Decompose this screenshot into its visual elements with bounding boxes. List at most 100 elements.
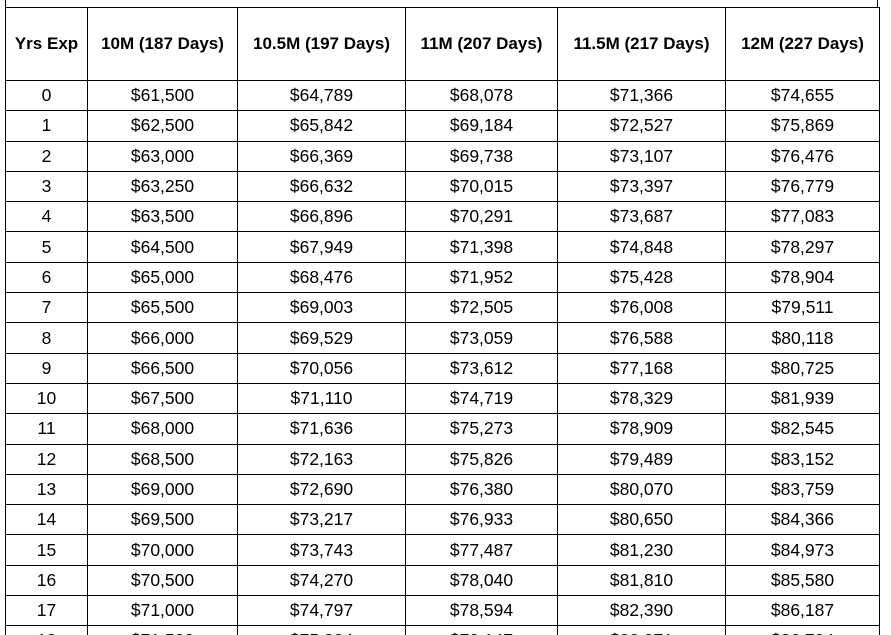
table-cell: $76,933 xyxy=(405,504,558,536)
table-cell: $70,500 xyxy=(87,564,238,597)
column-header: 12M (227 Days) xyxy=(725,7,880,81)
table-cell: $63,500 xyxy=(87,201,238,233)
table-row: 12 $68,500 $72,163 $75,826 $79,489 $83,152 xyxy=(5,443,880,475)
table-cell: 17 xyxy=(5,595,88,627)
table-cell: $73,397 xyxy=(557,170,726,203)
table-cell: $76,779 xyxy=(725,170,880,203)
table-cell: $67,500 xyxy=(87,382,238,415)
table-cell: $75,324 xyxy=(237,625,406,635)
table-cell: $73,217 xyxy=(237,504,406,536)
table-cell: $80,118 xyxy=(725,322,880,354)
table-cell: $76,380 xyxy=(405,473,558,506)
table-cell: $82,390 xyxy=(557,595,726,627)
table-cell: $86,794 xyxy=(725,625,880,635)
table-cell: $72,163 xyxy=(237,443,406,475)
table-cell: $76,008 xyxy=(557,292,726,324)
table-cell: $86,187 xyxy=(725,595,880,627)
table-cell: 5 xyxy=(5,231,88,263)
table-row: 7 $65,500 $69,003 $72,505 $76,008 $79,511 xyxy=(5,292,880,324)
table-cell: $71,110 xyxy=(237,382,406,415)
table-cell: $77,487 xyxy=(405,534,558,566)
table-cell: $79,147 xyxy=(405,625,558,635)
table-cell: $66,000 xyxy=(87,322,238,354)
table-cell: $63,250 xyxy=(87,170,238,203)
table-cell: $68,078 xyxy=(405,79,558,112)
table-cell: $67,949 xyxy=(237,231,406,263)
table-row: 3 $63,250 $66,632 $70,015 $73,397 $76,779 xyxy=(5,170,880,203)
table-row: 18$71,500$75,324$79,147$82,971$86,794 xyxy=(5,625,880,635)
table-cell: 13 xyxy=(5,473,88,506)
table-cell: $82,971 xyxy=(557,625,726,635)
table-cell: 3 xyxy=(5,170,88,203)
table-cell: $73,059 xyxy=(405,322,558,354)
table-cell: $65,000 xyxy=(87,261,238,294)
table-cell: $65,842 xyxy=(237,110,406,142)
table-cell: 11 xyxy=(5,413,88,445)
table-cell: $78,297 xyxy=(725,231,880,263)
salary-table: Yrs Exp 10M (187 Days) 10.5M (197 Days) 11M… xyxy=(5,7,880,635)
table-cell: 4 xyxy=(5,201,88,233)
table-cell: $76,588 xyxy=(557,322,726,354)
table-row: 10 $67,500 $71,110 $74,719 $78,329 $81,939 xyxy=(5,382,880,415)
table-cell: $75,273 xyxy=(405,413,558,445)
table-cell: $72,527 xyxy=(557,110,726,142)
table-cell: $78,909 xyxy=(557,413,726,445)
table-cell: $66,896 xyxy=(237,201,406,233)
table-cell: $61,500 xyxy=(87,79,238,112)
table-cell: $70,291 xyxy=(405,201,558,233)
table-cell: $74,655 xyxy=(725,79,880,112)
table-cell: $78,040 xyxy=(405,564,558,597)
table-cell: $69,000 xyxy=(87,473,238,506)
table-cell: $81,939 xyxy=(725,382,880,415)
table-cell: $76,476 xyxy=(725,140,880,172)
table-cell: $74,848 xyxy=(557,231,726,263)
table-cell: $81,810 xyxy=(557,564,726,597)
table-cell: $69,529 xyxy=(237,322,406,354)
table-cell: $78,594 xyxy=(405,595,558,627)
table-cell: $80,070 xyxy=(557,473,726,506)
table-cell: 0 xyxy=(5,79,88,112)
table-cell: $72,505 xyxy=(405,292,558,324)
table-cell: $84,366 xyxy=(725,504,880,536)
table-cell: $78,329 xyxy=(557,382,726,415)
table-cell: $75,428 xyxy=(557,261,726,294)
table-cell: 14 xyxy=(5,504,88,536)
table-row: 11 $68,000 $71,636 $75,273 $78,909 $82,545 xyxy=(5,413,880,445)
table-cell: $74,797 xyxy=(237,595,406,627)
table-cell: $66,369 xyxy=(237,140,406,172)
table-cell: 15 xyxy=(5,534,88,566)
table-cell: $72,690 xyxy=(237,473,406,506)
table-cell: 12 xyxy=(5,443,88,475)
table-cell: $84,973 xyxy=(725,534,880,566)
column-header: 11M (207 Days) xyxy=(405,7,558,81)
table-cell: $62,500 xyxy=(87,110,238,142)
table-cell: $69,738 xyxy=(405,140,558,172)
table-cell: $73,687 xyxy=(557,201,726,233)
table-cell: $71,000 xyxy=(87,595,238,627)
table-row: 0 $61,500 $64,789 $68,078 $71,366 $74,655 xyxy=(5,79,880,112)
table-cell: $65,500 xyxy=(87,292,238,324)
header-row: Yrs Exp 10M (187 Days) 10.5M (197 Days) 11M… xyxy=(5,7,880,81)
column-header: 10M (187 Days) xyxy=(87,7,238,81)
table-cell: $75,826 xyxy=(405,443,558,475)
table-cell: $71,952 xyxy=(405,261,558,294)
table-row: 8 $66,000 $69,529 $73,059 $76,588 $80,118 xyxy=(5,322,880,354)
table-cell: 8 xyxy=(5,322,88,354)
table-cell: $66,632 xyxy=(237,170,406,203)
table-row: 4 $63,500 $66,896 $70,291 $73,687 $77,083 xyxy=(5,201,880,233)
table-cell: $77,083 xyxy=(725,201,880,233)
table-cell: $74,270 xyxy=(237,564,406,597)
table-row: 1 $62,500 $65,842 $69,184 $72,527 $75,869 xyxy=(5,110,880,142)
table-cell: $71,636 xyxy=(237,413,406,445)
table-cell: $66,500 xyxy=(87,352,238,384)
table-row: 16 $70,500 $74,270 $78,040 $81,810 $85,580 xyxy=(5,564,880,597)
table-cell: $82,545 xyxy=(725,413,880,445)
table-cell: $69,003 xyxy=(237,292,406,324)
table-cell: $69,500 xyxy=(87,504,238,536)
table-row: 13 $69,000 $72,690 $76,380 $80,070 $83,759 xyxy=(5,473,880,506)
table-cell: $69,184 xyxy=(405,110,558,142)
table-cell: $74,719 xyxy=(405,382,558,415)
table-cell: $71,398 xyxy=(405,231,558,263)
table-cell: $63,000 xyxy=(87,140,238,172)
